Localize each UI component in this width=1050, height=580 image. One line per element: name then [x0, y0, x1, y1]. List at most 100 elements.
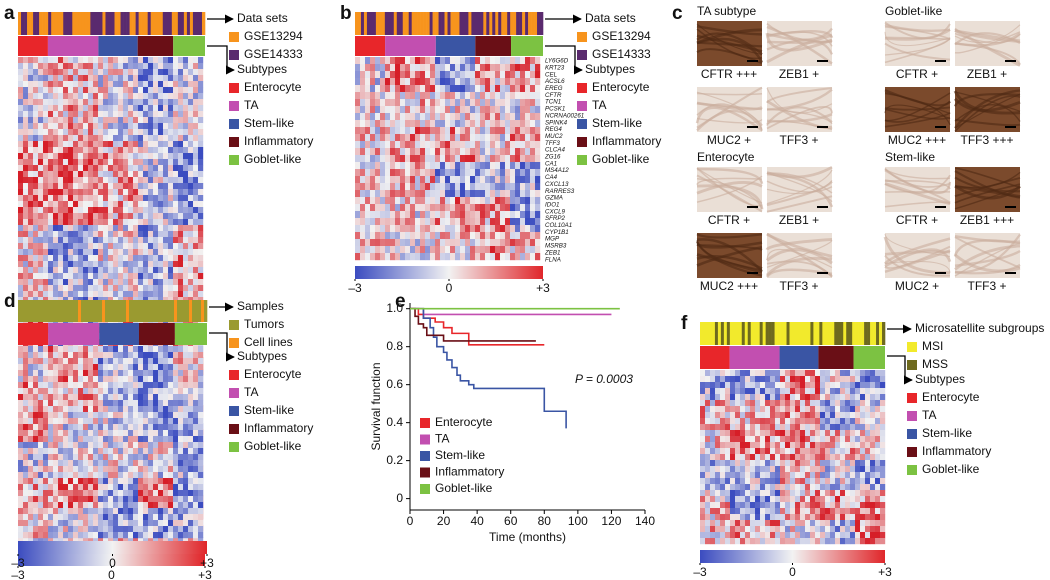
heatmap-cell [93, 358, 99, 365]
heatmap-cell [183, 346, 189, 353]
heatmap-cell [158, 195, 164, 202]
heatmap-cell [28, 165, 34, 172]
heatmap-cell [500, 113, 506, 121]
heatmap-cell [148, 346, 154, 353]
heatmap-cell [193, 400, 199, 407]
heatmap-cell [490, 225, 496, 233]
heatmap-cell [113, 99, 119, 106]
heatmap-cell [123, 87, 129, 94]
heatmap-cell [193, 249, 199, 256]
heatmap-cell [43, 346, 49, 353]
heatmap-cell [63, 406, 69, 413]
heatmap-cell [198, 201, 204, 208]
heatmap-cell [83, 57, 89, 64]
heatmap-cell [395, 162, 401, 170]
heatmap-cell [113, 171, 119, 178]
heatmap-cell [138, 249, 144, 256]
heatmap-cell [355, 134, 361, 142]
heatmap-cell [193, 430, 199, 437]
heatmap-cell [98, 352, 104, 359]
heatmap-cell [193, 370, 199, 377]
heatmap-cell [63, 364, 69, 371]
heatmap-cell [415, 197, 421, 205]
heatmap-cell [153, 279, 159, 286]
heatmap-cell [28, 279, 34, 286]
heatmap-cell [133, 346, 139, 353]
heatmap-cell [178, 195, 184, 202]
heatmap-cell [395, 183, 401, 191]
heatmap-cell [28, 225, 34, 232]
heatmap-cell [183, 261, 189, 268]
annotation-stripe [84, 300, 88, 322]
heatmap-cell [113, 189, 119, 196]
annotation-stripe [24, 12, 28, 35]
heatmap-cell [138, 141, 144, 148]
heatmap-cell [148, 123, 154, 130]
heatmap-cell [450, 218, 456, 226]
heatmap-cell [153, 285, 159, 292]
heatmap-cell [148, 99, 154, 106]
heatmap-cell [133, 159, 139, 166]
legend-swatch [229, 83, 239, 93]
heatmap-cell [113, 195, 119, 202]
heatmap-cell [73, 225, 79, 232]
heatmap-cell [93, 177, 99, 184]
heatmap-cell [385, 64, 391, 72]
heatmap-cell [88, 267, 94, 274]
heatmap-cell [58, 111, 64, 118]
heatmap-cell [183, 249, 189, 256]
heatmap-cell [103, 243, 109, 250]
annotation-stripe [18, 300, 22, 322]
heatmap-cell [380, 134, 386, 142]
heatmap-cell [118, 177, 124, 184]
heatmap-cell [73, 388, 79, 395]
heatmap-cell [58, 177, 64, 184]
heatmap-cell [400, 155, 406, 163]
heatmap-cell [103, 129, 109, 136]
heatmap-cell [118, 243, 124, 250]
heatmap-cell [375, 57, 381, 65]
heatmap-cell [410, 239, 416, 247]
heatmap-cell [153, 75, 159, 82]
legend-label: Enterocyte [592, 80, 650, 94]
heatmap-cell [490, 85, 496, 93]
heatmap-cell [128, 376, 134, 383]
heatmap-cell [495, 197, 501, 205]
heatmap-cell [138, 424, 144, 431]
heatmap-cell [525, 78, 531, 86]
heatmap-cell [173, 87, 179, 94]
heatmap-cell [148, 195, 154, 202]
heatmap-cell [123, 159, 129, 166]
annotation-stripe [138, 12, 142, 35]
heatmap-cell [480, 92, 486, 100]
heatmap-cell [123, 213, 129, 220]
heatmap-cell [178, 376, 184, 383]
annotation-stripe [111, 300, 115, 322]
heatmap-cell [123, 418, 129, 425]
heatmap-cell [465, 78, 471, 86]
heatmap-cell [465, 211, 471, 219]
annotation-stripe [30, 12, 34, 35]
heatmap-cell [510, 78, 516, 86]
heatmap-cell [98, 346, 104, 353]
heatmap-cell [480, 85, 486, 93]
heatmap-cell [38, 153, 44, 160]
heatmap-cell [530, 78, 536, 86]
heatmap-cell [58, 436, 64, 443]
heatmap-cell [58, 273, 64, 280]
heatmap-cell [23, 412, 29, 419]
heatmap-cell [460, 134, 466, 142]
heatmap-cell [370, 127, 376, 135]
heatmap-cell [108, 69, 114, 76]
heatmap-cell [128, 111, 134, 118]
heatmap-cell [360, 85, 366, 93]
heatmap-cell [93, 388, 99, 395]
heatmap-cell [435, 162, 441, 170]
heatmap-cell [530, 120, 536, 128]
heatmap-cell [395, 197, 401, 205]
heatmap-cell [118, 346, 124, 353]
heatmap-cell [405, 113, 411, 121]
heatmap-cell [38, 388, 44, 395]
heatmap-cell [128, 141, 134, 148]
heatmap-cell [168, 207, 174, 214]
